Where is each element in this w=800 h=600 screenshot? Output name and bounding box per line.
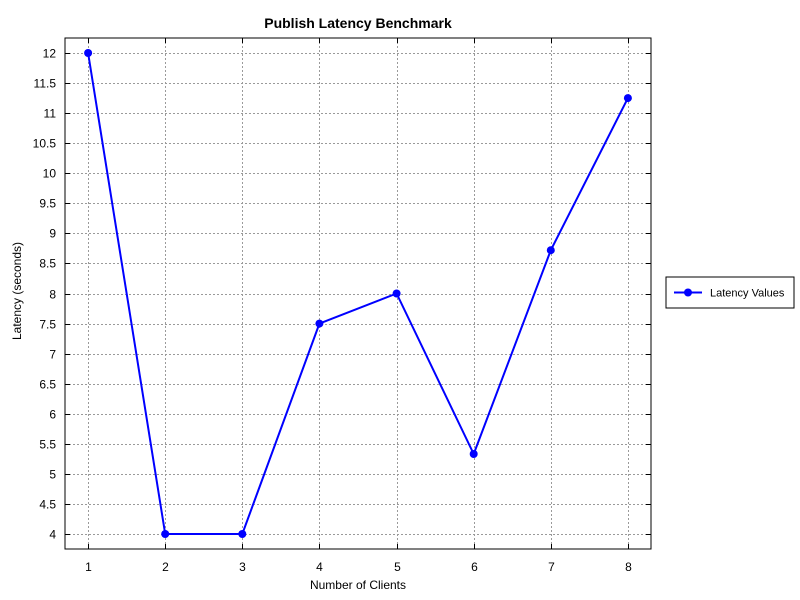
y-tick-label: 9 xyxy=(49,227,56,241)
y-tick-label: 7.5 xyxy=(39,318,56,332)
plot-frame xyxy=(64,37,652,550)
y-tick-label: 9.5 xyxy=(39,197,56,211)
legend-marker-swatch xyxy=(684,288,692,297)
series-layer xyxy=(84,49,632,538)
x-tick-label: 1 xyxy=(85,560,92,574)
y-tick-label: 5 xyxy=(49,468,56,482)
y-tick-label: 10 xyxy=(43,167,57,181)
y-tick-label: 4.5 xyxy=(39,498,56,512)
y-tick-label: 5.5 xyxy=(39,438,56,452)
y-tick-label: 8 xyxy=(49,288,56,302)
data-point xyxy=(546,246,555,255)
chart-title: Publish Latency Benchmark xyxy=(264,15,452,31)
x-tick-label: 2 xyxy=(162,560,169,574)
x-axis-label: Number of Clients xyxy=(310,578,406,592)
x-tick-label: 3 xyxy=(239,560,246,574)
data-point xyxy=(392,289,401,298)
axis-ticks: 1 2 3 4 5 6 7 844.555.566.577.588.599.51010.511… xyxy=(33,38,651,574)
y-tick-label: 4 xyxy=(49,528,56,542)
y-tick-label: 11.5 xyxy=(34,77,57,91)
x-tick-label: 8 xyxy=(625,560,632,574)
x-tick-label: 5 xyxy=(394,560,401,574)
series-line xyxy=(87,52,629,535)
data-point xyxy=(623,94,632,103)
legend: Latency Values xyxy=(665,276,795,309)
x-tick-label: 7 xyxy=(548,560,555,574)
data-point xyxy=(469,450,478,458)
data-point xyxy=(315,319,324,328)
y-tick-label: 6.5 xyxy=(39,378,56,392)
data-point xyxy=(84,49,93,57)
y-axis-label: Latency (seconds) xyxy=(10,242,24,340)
x-tick-label: 4 xyxy=(316,560,323,574)
y-tick-label: 6 xyxy=(49,408,56,422)
y-tick-label: 12 xyxy=(43,47,57,61)
data-point xyxy=(238,530,247,538)
y-tick-label: 7 xyxy=(49,348,56,362)
data-point xyxy=(161,530,170,538)
y-tick-label: 8.5 xyxy=(39,257,56,271)
legend-label: Latency Values xyxy=(710,288,785,300)
grid xyxy=(65,38,651,549)
x-tick-label: 6 xyxy=(471,560,478,574)
y-tick-label: 11 xyxy=(44,107,57,121)
y-tick-label: 10.5 xyxy=(33,137,57,151)
